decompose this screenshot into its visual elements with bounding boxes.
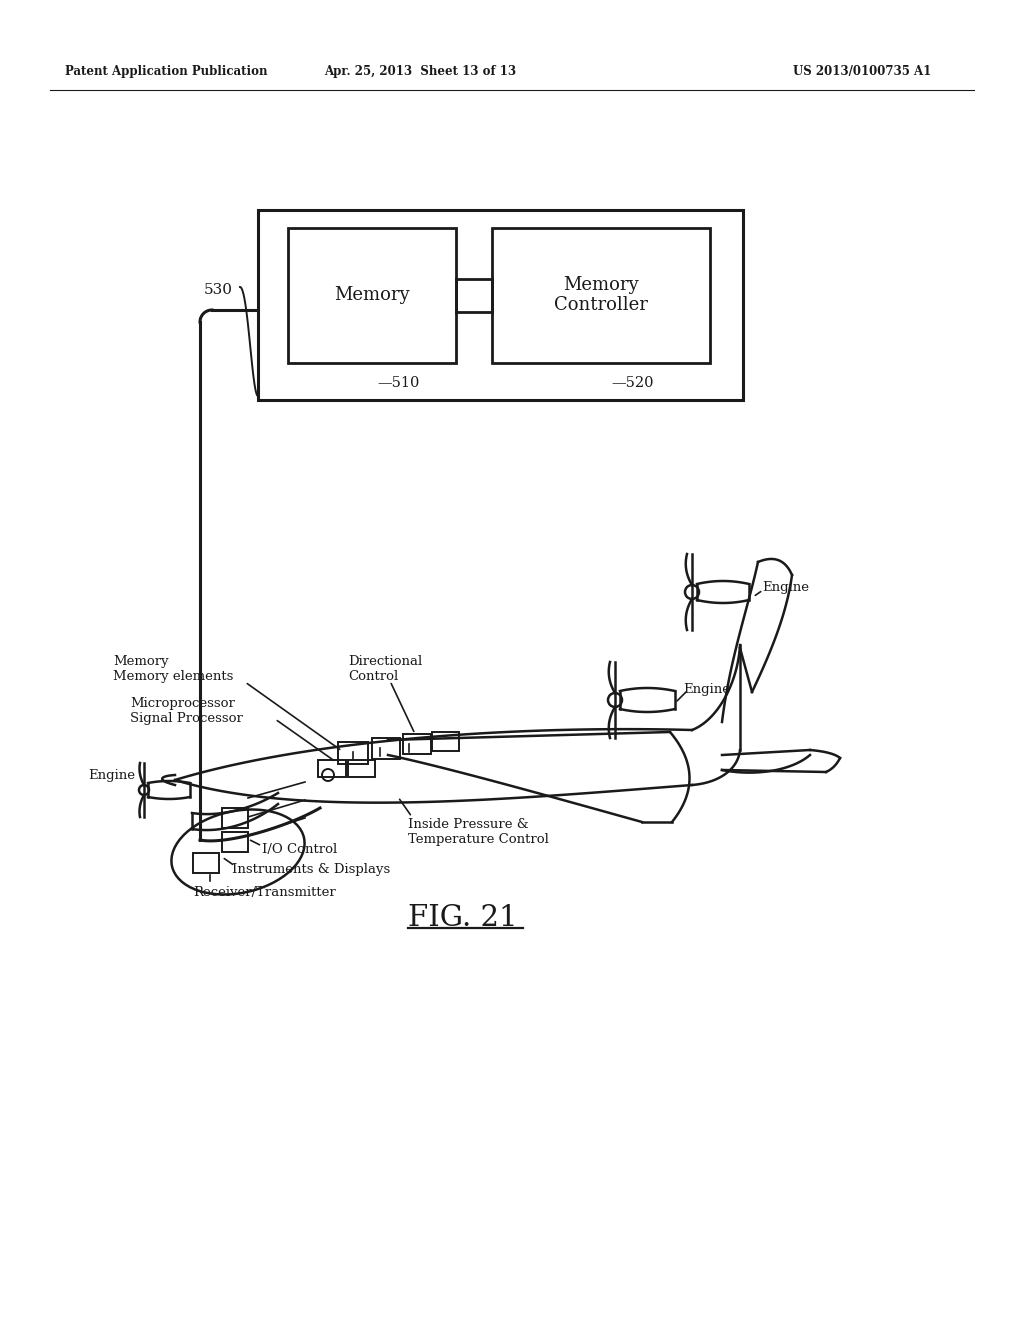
Text: —510: —510 — [377, 376, 420, 389]
Text: Signal Processor: Signal Processor — [130, 711, 243, 725]
Bar — [288, 228, 456, 363]
Bar — [403, 734, 431, 754]
Text: Patent Application Publication: Patent Application Publication — [65, 66, 267, 78]
Text: Instruments & Displays: Instruments & Displays — [232, 863, 390, 876]
Text: Memory: Memory — [113, 655, 169, 668]
Bar — [432, 733, 459, 751]
Bar — [258, 210, 743, 400]
Text: Inside Pressure &: Inside Pressure & — [408, 818, 528, 832]
Bar — [492, 228, 710, 363]
Text: Memory elements: Memory elements — [113, 671, 233, 682]
Text: Directional: Directional — [348, 655, 422, 668]
Bar — [318, 760, 346, 777]
Text: Temperature Control: Temperature Control — [408, 833, 549, 846]
Text: Microprocessor: Microprocessor — [130, 697, 234, 710]
Text: Receiver/Transmitter: Receiver/Transmitter — [193, 886, 336, 899]
Text: Memory
Controller: Memory Controller — [554, 276, 648, 314]
Text: Engine: Engine — [683, 682, 730, 696]
Bar — [348, 760, 375, 777]
Text: Control: Control — [348, 671, 398, 682]
Bar — [193, 853, 219, 873]
Text: Memory: Memory — [334, 286, 410, 304]
Text: —520: —520 — [611, 376, 653, 389]
Bar — [338, 742, 368, 764]
Text: FIG. 21: FIG. 21 — [408, 904, 517, 932]
Text: Engine: Engine — [762, 581, 809, 594]
Text: 530: 530 — [204, 282, 233, 297]
Text: US 2013/0100735 A1: US 2013/0100735 A1 — [793, 66, 931, 78]
Text: Apr. 25, 2013  Sheet 13 of 13: Apr. 25, 2013 Sheet 13 of 13 — [324, 66, 516, 78]
Text: Engine: Engine — [88, 768, 135, 781]
Bar — [222, 808, 248, 828]
Bar — [372, 738, 400, 759]
Bar — [222, 832, 248, 851]
Text: I/O Control: I/O Control — [262, 843, 337, 855]
